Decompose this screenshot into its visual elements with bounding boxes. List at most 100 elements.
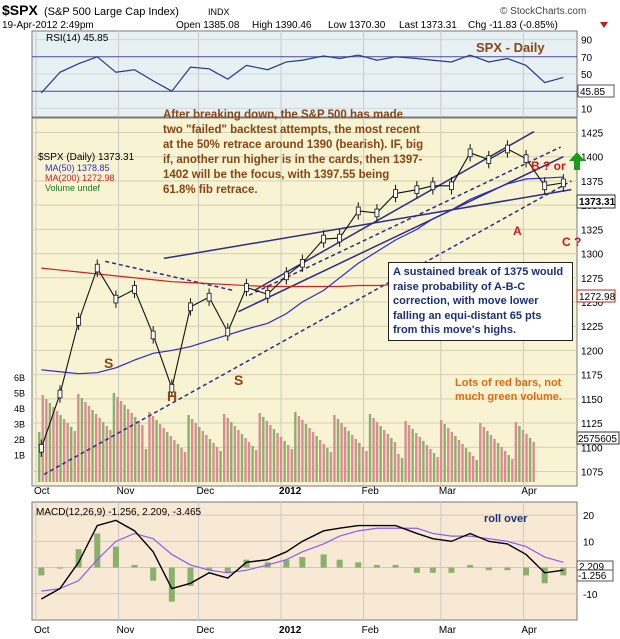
price-candle-body	[113, 294, 119, 304]
price-candle-body	[225, 327, 231, 337]
volume-bar	[404, 421, 407, 482]
annotation-backtest-box: After breaking down, the S&P 500 has mad…	[163, 109, 424, 196]
month-tick-label: Oct	[34, 486, 50, 497]
rsi-layer	[40, 54, 564, 94]
volume-value-box	[576, 431, 620, 445]
low-value: Low 1370.30	[328, 20, 386, 31]
change-value: Chg -11.83 (-0.85%)	[468, 20, 558, 31]
volume-bar	[304, 424, 308, 482]
macd-histogram-bar	[243, 559, 250, 568]
month-tick-label: Mar	[439, 625, 457, 636]
watermark[interactable]: © StockCharts.com	[500, 6, 586, 17]
volume-bar	[91, 410, 94, 482]
volume-bar	[41, 395, 44, 482]
last-price-box	[576, 194, 616, 209]
volume-bar	[326, 448, 329, 482]
price-candle-body	[523, 154, 529, 163]
price-candle-body	[244, 283, 249, 292]
macd-histogram-bar	[94, 533, 101, 568]
volume-bar	[262, 417, 265, 482]
price-candle-body	[505, 144, 510, 154]
volume-bar	[447, 428, 450, 482]
rsi-line	[40, 54, 564, 94]
volume-bar	[151, 416, 155, 482]
volume-bar	[386, 434, 389, 482]
volume-bar	[254, 450, 258, 482]
price-candle-body	[374, 208, 380, 218]
label-right-shoulder: S	[234, 372, 243, 388]
open-value: Open 1385.08	[176, 20, 240, 31]
price-candle-body	[206, 292, 212, 302]
symbol: $SPX	[2, 2, 38, 18]
volume-bar	[464, 448, 468, 482]
price-candle-body	[265, 289, 271, 299]
annotation-abc-box: A sustained break of 1375 would raise pr…	[388, 262, 573, 341]
volume-bar	[471, 456, 475, 482]
volume-bar	[48, 403, 52, 482]
volume-bar	[45, 399, 48, 482]
month-tick-label: Dec	[196, 486, 214, 497]
volume-bar	[208, 439, 212, 482]
volume-bar	[500, 447, 503, 482]
price-candle-body	[283, 271, 289, 281]
volume-bar	[329, 452, 333, 482]
volume-bar	[489, 435, 493, 482]
volume-bar	[134, 417, 137, 482]
macd-layer	[38, 519, 567, 602]
volume-bar	[479, 423, 482, 482]
volume-bar	[354, 439, 357, 482]
volume-bar	[393, 442, 397, 482]
ma200-value: 1272.98	[579, 292, 616, 303]
price-tick-label: 1250	[581, 298, 604, 309]
volume-bar	[105, 426, 108, 482]
volume-bar	[247, 442, 251, 482]
month-tick-label: Nov	[117, 486, 135, 497]
price-candle-body	[560, 178, 566, 188]
month-tick-label: Mar	[439, 486, 457, 497]
price-candle-body	[76, 317, 82, 326]
volume-bar	[532, 442, 535, 482]
macd-histogram-bar	[38, 567, 45, 576]
trend-line	[238, 156, 564, 313]
price-candle-body	[486, 155, 492, 164]
volume-bar	[126, 409, 130, 482]
volume-tick-label: 5B	[14, 389, 25, 399]
rsi-label: RSI(14) 45.85	[46, 33, 109, 44]
volume-bar	[190, 419, 194, 482]
volume-bar	[322, 444, 325, 482]
macd-signal-line	[41, 527, 564, 592]
volume-bar	[486, 431, 489, 482]
macd-histogram-bar	[75, 549, 82, 568]
volume-bar	[425, 445, 429, 482]
macd-histogram-bar	[523, 567, 530, 576]
volume-bar	[301, 420, 304, 482]
volume-bar	[158, 424, 162, 482]
volume-bar	[358, 443, 361, 482]
volume-bar	[507, 455, 510, 482]
up-arrow-icon	[569, 152, 585, 170]
volume-bar	[450, 432, 454, 482]
volume-bar	[333, 415, 336, 482]
dropdown-arrow-icon[interactable]	[600, 22, 608, 28]
label-left-shoulder: S	[104, 355, 113, 371]
month-tick-label: Feb	[362, 486, 380, 497]
label-head: H	[167, 388, 177, 404]
volume-bar	[368, 414, 372, 482]
volume-bar	[102, 422, 105, 482]
volume-bar	[119, 401, 123, 482]
annotation-backtest: After breaking down, the S&P 500 has mad…	[163, 109, 424, 196]
index-name: (S&P 500 Large Cap Index)	[44, 6, 179, 18]
price-candle-body	[169, 383, 175, 393]
volume-bar	[361, 447, 365, 482]
volume-bar	[52, 407, 55, 482]
last-price: 1373.31	[579, 197, 616, 208]
volume-bar	[166, 432, 169, 482]
price-candle-body	[414, 185, 420, 194]
volume-bar	[137, 421, 140, 482]
volume-bar	[493, 439, 496, 482]
rsi-tick-label: 90	[581, 36, 593, 47]
price-candles	[38, 140, 566, 457]
volume-bar	[201, 431, 205, 482]
volume-bar	[205, 435, 208, 482]
